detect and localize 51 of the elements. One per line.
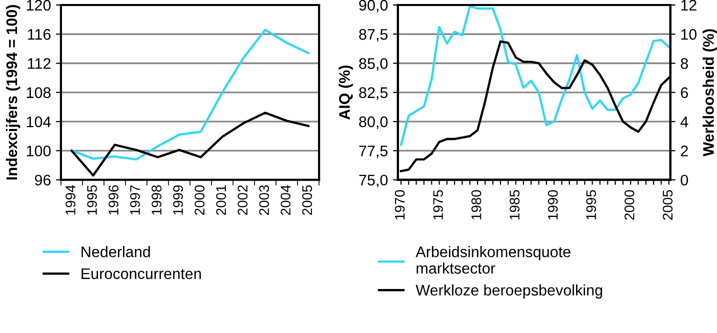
y-tick-label: 80,0 — [359, 116, 388, 130]
y-tick-label: 85,0 — [359, 58, 388, 71]
line-series — [70, 28, 310, 161]
x-tick-label: 1999 — [173, 185, 183, 215]
x-tick-label: 1980 — [471, 190, 482, 220]
y-tick-label: 87,5 — [359, 29, 388, 42]
x-tick-label: 2002 — [238, 185, 248, 215]
y2-axis-title: Werkloosheid (%) — [702, 29, 717, 156]
x-tick-label: 1996 — [108, 185, 118, 215]
y-tick-label: 112 — [28, 58, 50, 69]
y-axis-title: Indexcijfers (1994 = 100) — [6, 5, 20, 180]
legend-label: Werkloze beroepsbevolking — [416, 284, 602, 299]
y2-tick-label: 12 — [681, 0, 696, 11]
x-tick-label: 2005 — [662, 190, 673, 220]
y-tick-label: 108 — [26, 87, 51, 98]
x-tick-label: 2000 — [624, 190, 634, 220]
y-tick-label: 77,5 — [359, 146, 388, 158]
x-tick-label: 2001 — [216, 185, 226, 215]
y2-tick-label: 2 — [680, 146, 688, 156]
y2-tick-label: 8 — [680, 58, 688, 69]
x-tick-label: 2005 — [302, 185, 312, 215]
x-tick-label: 2000 — [194, 185, 204, 215]
x-tick-label: 1995 — [586, 190, 596, 220]
y-tick-label: 96 — [34, 174, 51, 186]
x-tick-label: 2004 — [280, 185, 291, 215]
x-tick-label: 1990 — [548, 190, 558, 220]
y-tick-label: 100 — [26, 146, 51, 156]
line-series — [400, 5, 670, 146]
y2-tick-label: 4 — [680, 116, 688, 128]
y2-tick-label: 10 — [681, 29, 697, 40]
x-tick-label: 1985 — [510, 190, 520, 220]
x-tick-label: 1994 — [66, 185, 76, 215]
y-tick-label: 75,0 — [359, 174, 388, 188]
y-tick-label: 82,5 — [359, 87, 388, 100]
legend-label: Arbeidsinkomensquote marktsector — [416, 246, 570, 274]
y2-tick-label: 0 — [680, 174, 688, 186]
y-tick-label: 116 — [28, 29, 51, 40]
x-tick-label: 1975 — [433, 190, 443, 220]
x-tick-label: 1997 — [130, 185, 140, 215]
y2-tick-label: 6 — [680, 87, 688, 98]
legend-label: Euroconcurrenten — [82, 268, 201, 280]
legend-label: Nederland — [82, 246, 150, 258]
x-tick-label: 2003 — [259, 185, 270, 215]
x-tick-label: 1998 — [152, 185, 162, 215]
y-tick-label: 90,0 — [359, 0, 388, 12]
x-tick-label: 1995 — [87, 185, 97, 215]
y-axis-title: AIQ (%) — [338, 66, 353, 120]
y-tick-label: 120 — [26, 0, 51, 11]
line-series — [70, 112, 310, 177]
y-tick-label: 104 — [26, 116, 51, 128]
x-tick-label: 1970 — [394, 190, 405, 220]
